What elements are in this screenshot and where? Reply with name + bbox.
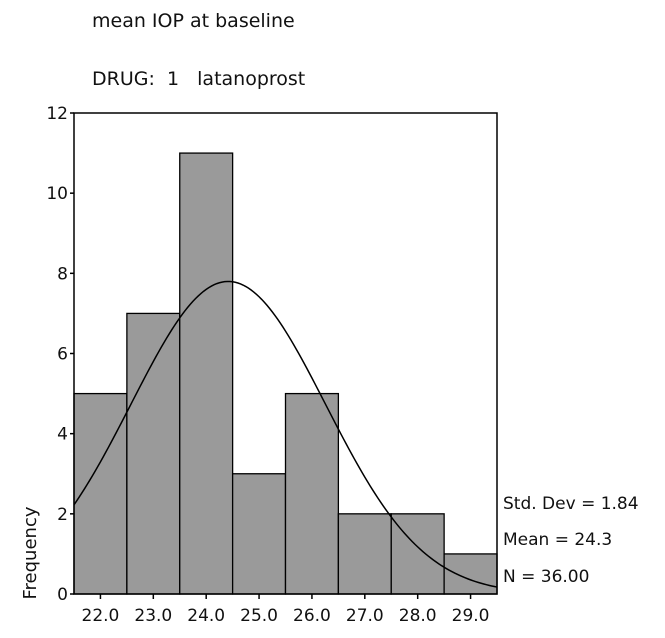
y-tick-label: 4 — [57, 425, 68, 445]
y-axis: 0 2 4 6 8 10 12 — [46, 104, 74, 605]
x-axis: 22.0 23.0 24.0 25.0 26.0 27.0 28.0 29.0 — [82, 594, 490, 626]
x-tick-label: 24.0 — [187, 606, 225, 626]
std-dev-label: Std. Dev = 1.84 — [503, 494, 639, 514]
chart-title: mean IOP at baseline — [92, 10, 295, 32]
x-tick-label: 23.0 — [134, 606, 172, 626]
y-tick-label: 10 — [46, 184, 68, 204]
histogram-bar — [126, 312, 181, 595]
x-tick-label: 25.0 — [240, 606, 278, 626]
chart-subtitle: DRUG: 1 latanoprost — [92, 68, 306, 90]
x-tick-label: 28.0 — [399, 606, 437, 626]
y-tick-label: 6 — [57, 345, 68, 365]
y-tick-label: 0 — [57, 585, 68, 605]
x-tick-label: 29.0 — [452, 606, 490, 626]
histogram-bar — [337, 513, 392, 595]
y-tick-label: 2 — [57, 505, 68, 525]
x-tick-label: 27.0 — [346, 606, 384, 626]
normal-curve — [73, 280, 498, 588]
histogram-bar — [443, 553, 498, 595]
n-label: N = 36.00 — [503, 567, 590, 587]
bars-group — [73, 152, 498, 595]
y-tick-label: 8 — [57, 264, 68, 284]
histogram-bar — [284, 392, 340, 595]
histogram-bar — [231, 473, 287, 595]
x-tick-label: 22.0 — [82, 606, 120, 626]
x-tick-label: 26.0 — [293, 606, 331, 626]
mean-label: Mean = 24.3 — [503, 530, 613, 550]
y-axis-label: Frequency — [20, 506, 41, 599]
y-tick-label: 12 — [46, 104, 68, 124]
histogram-bar — [179, 152, 234, 595]
